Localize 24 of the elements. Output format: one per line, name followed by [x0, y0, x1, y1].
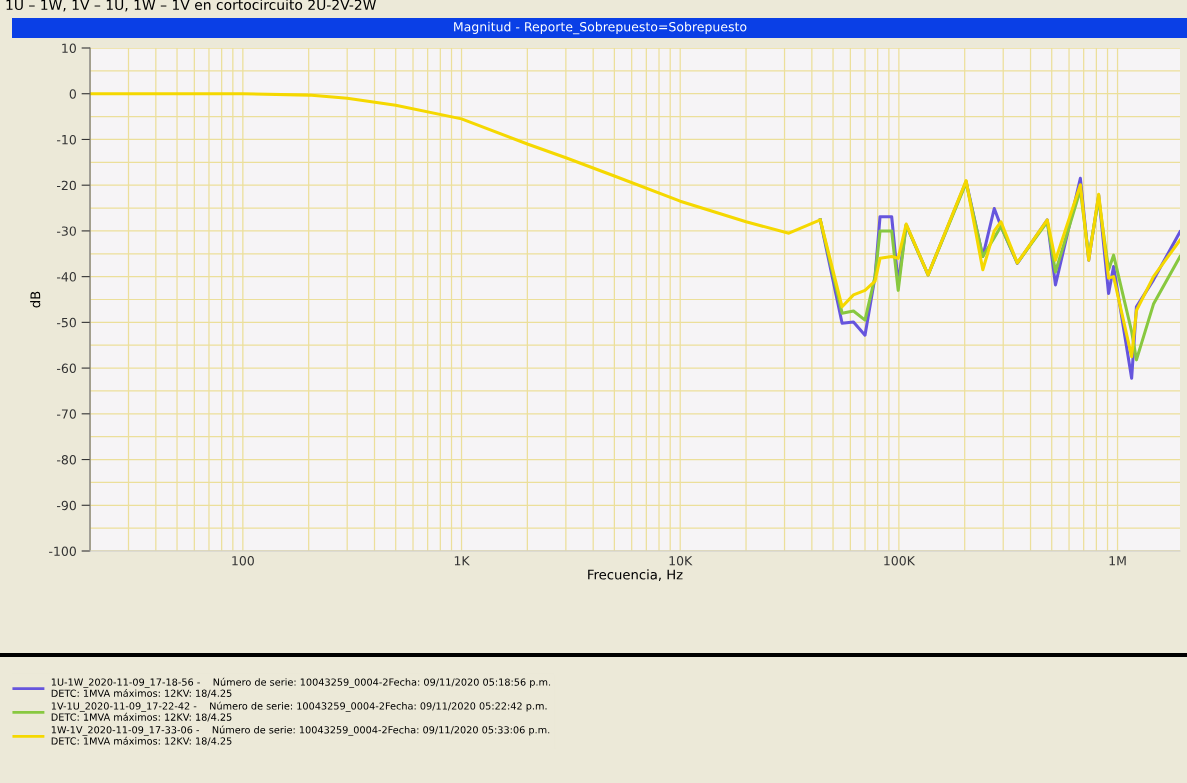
- y-tick-label: -50: [57, 317, 76, 328]
- y-axis-title: dB: [30, 291, 41, 308]
- y-tick-label: -70: [57, 409, 76, 419]
- y-tick-label: -90: [57, 500, 76, 511]
- x-axis-title: Frecuencia, Hz: [588, 569, 683, 581]
- x-tick-label: 100K: [884, 556, 916, 566]
- x-tick-label: 1M: [1109, 556, 1126, 566]
- y-tick-label: -40: [57, 272, 76, 282]
- y-tick-label: -80: [57, 455, 76, 465]
- x-tick-label: 100: [232, 556, 254, 566]
- y-tick-label: -10: [57, 134, 76, 145]
- x-tick-label: 1K: [454, 556, 470, 566]
- y-tick-label: 0: [69, 89, 76, 99]
- chart-title: Magnitud - Reporte_Sobrepuesto=Sobrepuesto: [454, 21, 747, 35]
- legend-label: 1W-1V_2020-11-09_17-33-06 - Número de serie: 10043259_0004-2Fecha: 09/11/2020 05:33:06 p.m. DETC: 1MVA máximos: 12KV: 18/4.25: [51, 725, 550, 746]
- chart-subtitle: 1U – 1W, 1V – 1U, 1W – 1V en cortocircuito 2U-2V-2W: [6, 0, 376, 12]
- legend-label: 1V-1U_2020-11-09_17-22-42 - Número de serie: 10043259_0004-2Fecha: 09/11/2020 05:22:42 p.m. DETC: 1MVA máximos: 12KV: 18/4.25: [51, 701, 547, 722]
- y-tick-label: -20: [57, 180, 76, 191]
- x-tick-label: 10K: [669, 556, 693, 566]
- y-tick-label: 10: [62, 43, 76, 53]
- y-tick-label: -60: [57, 363, 76, 374]
- legend-label: 1U-1W_2020-11-09_17-18-56 - Número de serie: 10043259_0004-2Fecha: 09/11/2020 05:18:56 p.m. DETC: 1MVA máximos: 12KV: 18/4.25: [51, 677, 551, 698]
- y-tick-label: -30: [57, 226, 76, 236]
- y-tick-label: -100: [49, 546, 76, 556]
